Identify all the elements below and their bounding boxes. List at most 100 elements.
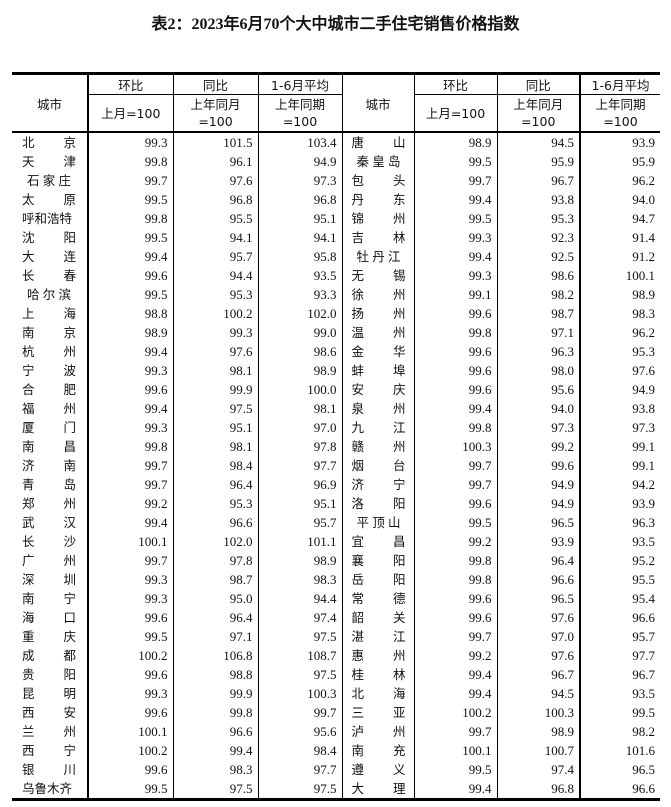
city-name: 银川: [22, 762, 76, 777]
city-name-cell: 济宁: [341, 475, 414, 494]
city-name: 合肥: [22, 382, 76, 397]
avg-value: 93.5: [579, 684, 660, 703]
avg-value: 93.9: [579, 132, 660, 152]
avg-value: 100.0: [257, 380, 342, 399]
mom-value: 99.7: [87, 475, 173, 494]
city-name: 武汉: [22, 515, 76, 530]
yoy-base-line2: =100: [198, 114, 233, 129]
yoy-value: 96.7: [496, 171, 580, 190]
yoy-value: 98.6: [496, 266, 580, 285]
city-name: 襄阳: [351, 553, 406, 568]
city-name-cell: 成都: [12, 646, 88, 665]
yoy-value: 95.6: [496, 380, 580, 399]
city-name-cell: 桂林: [341, 665, 414, 684]
avg-value: 102.0: [257, 304, 342, 323]
yoy-value: 106.8: [172, 646, 258, 665]
city-name: 湛江: [351, 629, 406, 644]
city-name: 无锡: [351, 268, 406, 283]
yoy-value: 96.4: [172, 608, 258, 627]
avg-value: 97.8: [257, 437, 342, 456]
city-name: 太原: [22, 192, 76, 207]
city-name: 天津: [22, 154, 76, 169]
yoy-value: 97.0: [496, 627, 580, 646]
yoy-value: 96.6: [172, 722, 258, 741]
city-name-cell: 石家庄: [12, 171, 88, 190]
mom-value: 99.4: [87, 513, 173, 532]
yoy-value: 98.3: [172, 760, 258, 779]
yoy-value: 98.4: [172, 456, 258, 475]
city-name-cell: 太原: [12, 190, 88, 209]
city-name-cell: 西宁: [12, 741, 88, 760]
mom-value: 99.7: [413, 475, 497, 494]
avg-value: 95.8: [257, 247, 342, 266]
city-name-cell: 长沙: [12, 532, 88, 551]
table-row: 石家庄 99.7 97.6 97.3 包头 99.7 96.7 96.2: [12, 171, 660, 190]
yoy-value: 100.2: [172, 304, 258, 323]
city-name: 昆明: [22, 686, 76, 701]
avg-value: 98.3: [579, 304, 660, 323]
avg-value: 93.5: [257, 266, 342, 285]
city-name-cell: 吉林: [341, 228, 414, 247]
avg-value: 98.2: [579, 722, 660, 741]
yoy-base-line1: 上年同月: [190, 97, 241, 112]
avg-value: 101.1: [257, 532, 342, 551]
yoy-value: 97.5: [172, 779, 258, 800]
mom-value: 99.4: [413, 684, 497, 703]
city-name: 兰州: [22, 724, 76, 739]
yoy-value: 95.3: [172, 285, 258, 304]
yoy-value: 99.2: [496, 437, 580, 456]
city-name-cell: 南宁: [12, 589, 88, 608]
header-mom-2: 环比: [413, 73, 498, 95]
avg-value: 94.4: [257, 589, 342, 608]
city-name: 深圳: [22, 572, 76, 587]
table-row: 南京 98.9 99.3 99.0 温州 99.8 97.1 96.2: [12, 323, 660, 342]
avg-base-line1: 上年同期: [595, 97, 646, 112]
mom-value: 99.6: [87, 665, 173, 684]
city-name: 宁波: [22, 363, 76, 378]
mom-value: 99.6: [413, 494, 497, 513]
avg-value: 100.1: [579, 266, 660, 285]
city-name: 西宁: [22, 743, 76, 758]
avg-value: 100.3: [257, 684, 342, 703]
avg-value: 93.8: [579, 399, 660, 418]
mom-value: 99.6: [413, 342, 497, 361]
city-name-cell: 扬州: [341, 304, 414, 323]
table-row: 深圳 99.3 98.7 98.3 岳阳 99.8 96.6 95.5: [12, 570, 660, 589]
avg-value: 96.7: [579, 665, 660, 684]
mom-value: 99.8: [413, 418, 497, 437]
avg-value: 95.1: [257, 494, 342, 513]
avg-value: 93.9: [579, 494, 660, 513]
mom-value: 99.4: [413, 779, 497, 800]
yoy-value: 97.1: [496, 323, 580, 342]
avg-value: 95.1: [257, 209, 342, 228]
table-row: 长沙 100.1 102.0 101.1 宜昌 99.2 93.9 93.5: [12, 532, 660, 551]
city-name-cell: 赣州: [341, 437, 414, 456]
header-avg-base-2: 上年同期 =100: [579, 94, 660, 133]
yoy-value: 97.3: [496, 418, 580, 437]
avg-value: 95.7: [257, 513, 342, 532]
yoy-value: 94.1: [172, 228, 258, 247]
avg-value: 99.0: [257, 323, 342, 342]
city-name-cell: 兰州: [12, 722, 88, 741]
avg-value: 96.2: [579, 323, 660, 342]
mom-value: 99.5: [87, 190, 173, 209]
city-name: 南京: [22, 325, 76, 340]
yoy-value: 94.9: [496, 494, 580, 513]
city-name-cell: 烟台: [341, 456, 414, 475]
mom-value: 99.4: [87, 342, 173, 361]
city-name: 成都: [22, 648, 76, 663]
city-name-cell: 无锡: [341, 266, 414, 285]
yoy-value: 97.6: [172, 342, 258, 361]
city-name: 南昌: [22, 439, 76, 454]
avg-value: 99.1: [579, 456, 660, 475]
mom-value: 99.5: [413, 209, 497, 228]
mom-value: 99.7: [413, 171, 497, 190]
avg-value: 96.9: [257, 475, 342, 494]
city-name: 西安: [22, 705, 76, 720]
yoy-value: 99.8: [172, 703, 258, 722]
mom-value: 99.8: [413, 551, 497, 570]
mom-value: 99.6: [413, 589, 497, 608]
table-row: 西宁 100.2 99.4 98.4 南充 100.1 100.7 101.6: [12, 741, 660, 760]
yoy-value: 101.5: [172, 132, 258, 152]
mom-value: 99.2: [87, 494, 173, 513]
